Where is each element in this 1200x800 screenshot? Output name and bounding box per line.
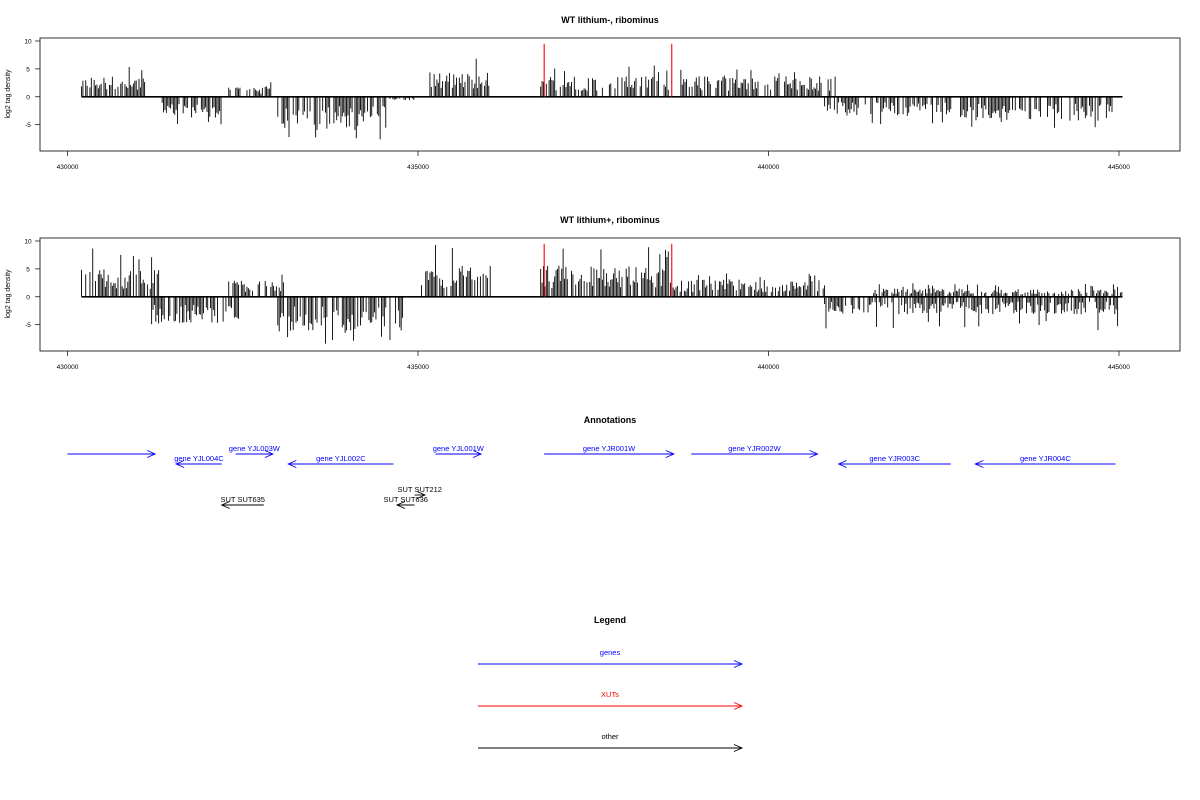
y-axis-label: log2 tag density — [5, 269, 12, 319]
feature-label: gene YJL001W — [433, 444, 485, 453]
plot-frame — [39, 237, 1181, 352]
arrow-head-right — [264, 450, 275, 458]
annotation-feature: gene YJL001W — [433, 444, 485, 458]
arrow-head-left — [220, 501, 230, 509]
x-tick-label: 445000 — [1108, 364, 1130, 371]
annotation-feature: SUT SUT212 — [398, 485, 442, 499]
y-tick-label: -5 — [25, 122, 31, 129]
signal-bars — [81, 58, 1123, 140]
y-tick-label: 5 — [26, 66, 30, 73]
xut-markers — [543, 243, 673, 297]
axis-ticks: 430000 435000 440000 445000 -5 0 5 10 — [24, 39, 1130, 172]
arrow-head-left — [175, 460, 185, 468]
x-tick-label: 440000 — [758, 164, 780, 171]
panel-title: WT lithium+, ribominus — [560, 215, 660, 225]
legend-label: genes — [600, 648, 621, 657]
legend-entry: genes — [478, 648, 744, 668]
annotation-feature: gene YJR004C — [974, 454, 1116, 468]
feature-label: gene YJL003W — [229, 444, 281, 453]
legend-title: Legend — [594, 615, 626, 625]
signal-bars — [81, 244, 1123, 344]
legend-label: XUTs — [601, 690, 619, 699]
legend-entries: genes XUTs other — [478, 648, 744, 752]
annotation-feature — [67, 450, 157, 458]
y-tick-label: 0 — [26, 294, 30, 301]
feature-label: SUT SUT636 — [383, 495, 427, 504]
legend-entry: other — [478, 732, 744, 752]
y-tick-label: -5 — [25, 322, 31, 329]
annotation-feature: gene YJR002W — [691, 444, 819, 458]
annotation-feature: SUT SUT636 — [383, 495, 428, 509]
x-tick-label: 430000 — [57, 164, 79, 171]
xut-markers — [543, 43, 673, 97]
panel-title: WT lithium-, ribominus — [561, 15, 659, 25]
arrow-head-left — [287, 460, 297, 468]
legend: Legend genes XUTs other — [478, 615, 744, 752]
x-tick-label: 430000 — [57, 364, 79, 371]
legend-label: other — [601, 732, 619, 741]
track-panel-lithium-minus: WT lithium-, ribominus log2 tag density … — [5, 15, 1181, 172]
arrow-head-right — [472, 450, 483, 458]
annotation-feature: gene YJR001W — [544, 444, 675, 458]
y-tick-label: 10 — [24, 39, 32, 46]
annotation-feature: gene YJR003C — [837, 454, 951, 468]
arrow-head-left — [837, 460, 847, 468]
arrow-head-right — [665, 450, 675, 458]
x-tick-label: 440000 — [758, 364, 780, 371]
arrow-head-left — [395, 501, 406, 509]
track-panel-lithium-plus: WT lithium+, ribominus log2 tag density … — [5, 215, 1181, 372]
arrow-head-right — [416, 491, 427, 499]
annotation-feature: SUT SUT635 — [221, 495, 265, 509]
x-tick-label: 435000 — [407, 164, 429, 171]
arrow-head-left — [974, 460, 984, 468]
y-tick-label: 5 — [26, 266, 30, 273]
legend-arrow — [733, 744, 744, 752]
feature-label: gene YJR001W — [583, 444, 636, 453]
y-tick-label: 10 — [24, 239, 32, 246]
feature-label: SUT SUT635 — [221, 495, 265, 504]
feature-label: gene YJR004C — [1020, 454, 1071, 463]
plot-frame — [39, 37, 1181, 152]
x-tick-label: 445000 — [1108, 164, 1130, 171]
annotation-feature: gene YJL004C — [174, 454, 224, 468]
arrow-head-right — [146, 450, 157, 458]
arrow-head-right — [809, 450, 819, 458]
annotation-feature: gene YJL003W — [229, 444, 281, 458]
legend-entry: XUTs — [478, 690, 744, 710]
legend-arrow — [733, 660, 744, 668]
legend-arrow — [733, 702, 744, 710]
x-tick-label: 435000 — [407, 364, 429, 371]
axis-ticks: 430000 435000 440000 445000 -5 0 5 10 — [24, 239, 1130, 372]
annotation-feature: gene YJL002C — [287, 454, 394, 468]
feature-label: gene YJR002W — [728, 444, 781, 453]
annotations-title: Annotations — [584, 415, 637, 425]
y-axis-label: log2 tag density — [5, 69, 12, 119]
y-tick-label: 0 — [26, 94, 30, 101]
feature-label: gene YJL002C — [316, 454, 366, 463]
feature-label: gene YJR003C — [869, 454, 920, 463]
feature-label: gene YJL004C — [174, 454, 224, 463]
feature-label: SUT SUT212 — [398, 485, 442, 494]
annotation-features: gene YJL004C gene YJL003W gene YJL002C gene… — [67, 444, 1116, 509]
